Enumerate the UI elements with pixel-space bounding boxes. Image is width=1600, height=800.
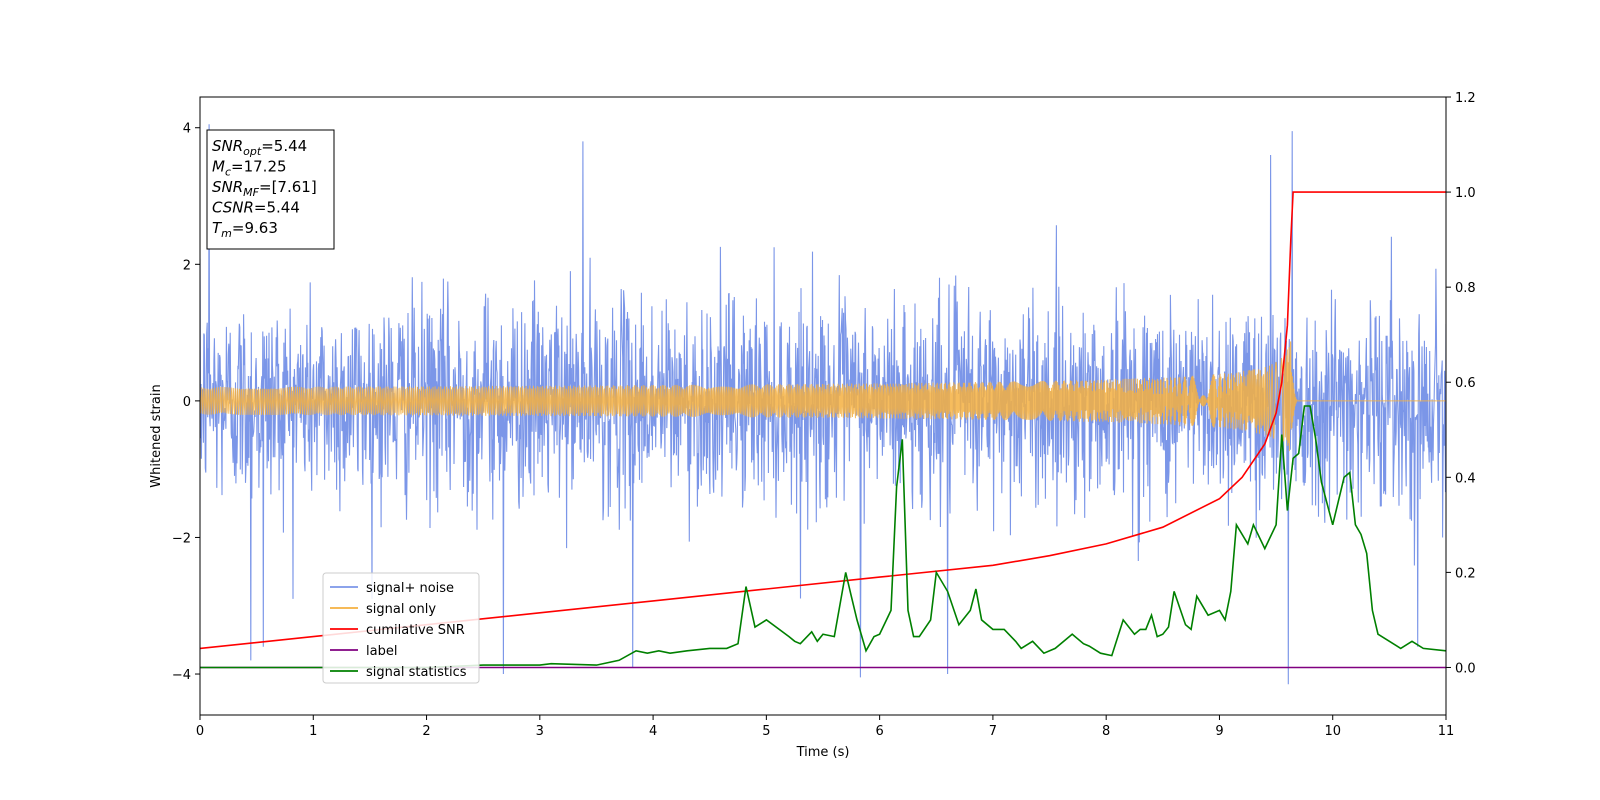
x-tick-label: 10 — [1324, 724, 1341, 739]
x-axis: 0 1 2 3 4 5 6 7 8 9 10 11 — [196, 715, 1454, 739]
x-tick-label: 6 — [875, 724, 883, 739]
left-y-axis: −4 −2 0 2 4 — [172, 122, 200, 683]
legend-label: signal statistics — [366, 665, 467, 680]
x-tick-label: 1 — [309, 724, 317, 739]
left-y-tick-label: 4 — [183, 122, 191, 137]
right-y-tick-label: 1.2 — [1455, 91, 1476, 106]
left-y-tick-label: 0 — [183, 395, 191, 410]
legend-label: signal+ noise — [366, 581, 454, 596]
legend: signal+ noise signal only cumilative SNR la… — [322, 572, 480, 684]
right-y-tick-label: 0.6 — [1455, 376, 1476, 391]
left-y-tick-label: −4 — [172, 668, 191, 683]
x-tick-label: 4 — [649, 724, 657, 739]
right-y-tick-label: 0.8 — [1455, 281, 1476, 296]
series-cumulative-snr-line — [200, 191, 1446, 650]
x-tick-label: 5 — [762, 724, 770, 739]
right-y-tick-label: 0.2 — [1455, 566, 1476, 581]
right-y-tick-label: 0.4 — [1455, 471, 1476, 486]
annotation-line: CSNR=5.44 — [212, 199, 300, 217]
left-y-tick-label: 2 — [183, 258, 191, 273]
series-signal-statistics-line — [200, 405, 1446, 669]
annotation-line: SNRopt=5.44 — [212, 137, 307, 158]
annotation-frame — [206, 129, 335, 250]
series-signal-only-line — [200, 341, 1446, 452]
x-tick-label: 11 — [1438, 724, 1455, 739]
x-axis-label: Time (s) — [796, 745, 850, 760]
x-tick-label: 2 — [422, 724, 430, 739]
legend-label: label — [366, 644, 397, 659]
right-y-axis: 0.0 0.2 0.4 0.6 0.8 1.0 1.2 — [1446, 91, 1476, 676]
annotation-box: SNRopt=5.44Mc=17.25SNRMF=[7.61]CSNR=5.44… — [206, 129, 335, 250]
x-tick-label: 9 — [1215, 724, 1223, 739]
x-tick-label: 7 — [989, 724, 997, 739]
right-y-tick-label: 1.0 — [1455, 186, 1476, 201]
annotation-line: Tm=9.63 — [212, 219, 278, 240]
annotation-line: SNRMF=[7.61] — [212, 178, 317, 199]
x-tick-label: 0 — [196, 724, 204, 739]
annotation-line: Mc=17.25 — [212, 158, 287, 179]
x-tick-label: 8 — [1102, 724, 1110, 739]
x-tick-label: 3 — [536, 724, 544, 739]
legend-label: cumilative SNR — [366, 623, 465, 638]
right-y-tick-label: 0.0 — [1455, 661, 1476, 676]
axes-frame — [199, 96, 1447, 716]
left-y-tick-label: −2 — [172, 531, 191, 546]
left-y-axis-label: Whitened strain — [149, 384, 164, 487]
legend-label: signal only — [366, 602, 436, 617]
legend-frame — [322, 572, 480, 684]
